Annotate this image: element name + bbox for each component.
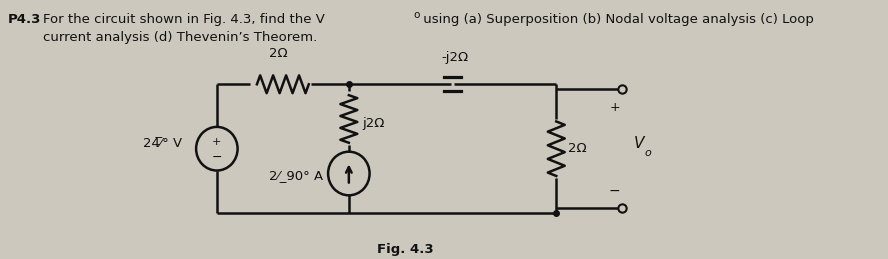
- Text: 2⁄_90° A: 2⁄_90° A: [269, 169, 323, 182]
- Text: using (a) Superposition (b) Nodal voltage analysis (c) Loop: using (a) Superposition (b) Nodal voltag…: [418, 13, 813, 26]
- Text: P4.3: P4.3: [7, 13, 41, 26]
- Text: 24⁄̅° V: 24⁄̅° V: [143, 137, 182, 150]
- Text: −: −: [211, 151, 222, 164]
- Text: o: o: [413, 10, 419, 20]
- Text: j2Ω: j2Ω: [362, 117, 385, 131]
- Text: V: V: [633, 136, 644, 151]
- Text: Fig. 4.3: Fig. 4.3: [377, 243, 433, 256]
- Text: −: −: [609, 183, 621, 197]
- Text: 2Ω: 2Ω: [269, 47, 288, 61]
- Text: -j2Ω: -j2Ω: [440, 52, 468, 64]
- Text: o: o: [645, 148, 652, 158]
- Text: +: +: [609, 100, 620, 114]
- Text: 2Ω: 2Ω: [567, 142, 586, 155]
- Text: +: +: [212, 137, 221, 147]
- Text: For the circuit shown in Fig. 4.3, find the V: For the circuit shown in Fig. 4.3, find …: [44, 13, 325, 26]
- Text: current analysis (d) Thevenin’s Theorem.: current analysis (d) Thevenin’s Theorem.: [44, 31, 318, 44]
